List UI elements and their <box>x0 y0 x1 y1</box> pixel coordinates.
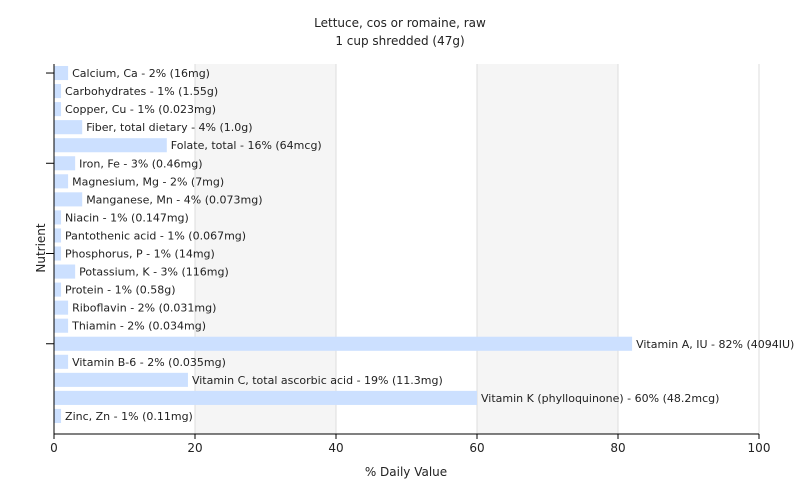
bar-label: Vitamin C, total ascorbic acid - 19% (11… <box>192 374 443 387</box>
bar <box>54 102 62 117</box>
bar <box>54 390 477 405</box>
plot-band <box>477 64 618 434</box>
x-tick-label: 80 <box>610 441 625 455</box>
bar-label: Calcium, Ca - 2% (16mg) <box>72 67 210 80</box>
chart-subtitle: 1 cup shredded (47g) <box>335 34 464 48</box>
bar <box>54 210 62 225</box>
bar <box>54 408 62 423</box>
x-tick-label: 100 <box>748 441 771 455</box>
y-axis-label: Nutrient <box>34 223 48 273</box>
bar-label: Fiber, total dietary - 4% (1.0g) <box>86 121 252 134</box>
bar-label: Vitamin A, IU - 82% (4094IU) <box>636 338 794 351</box>
plot-band <box>336 64 477 434</box>
bar <box>54 318 69 333</box>
bar <box>54 156 76 171</box>
bar <box>54 84 62 99</box>
bar-label: Vitamin B-6 - 2% (0.035mg) <box>72 356 226 369</box>
bar-label: Magnesium, Mg - 2% (7mg) <box>72 175 224 188</box>
bar-label: Copper, Cu - 1% (0.023mg) <box>65 103 216 116</box>
plot-band <box>618 64 759 434</box>
x-tick-labels: 0 20 40 60 80 100 <box>50 441 770 455</box>
bar <box>54 372 188 387</box>
bar-label: Folate, total - 16% (64mcg) <box>171 139 322 152</box>
bar <box>54 264 76 279</box>
bar <box>54 282 62 297</box>
bar <box>54 300 69 315</box>
bar-label: Pantothenic acid - 1% (0.067mg) <box>65 229 246 242</box>
axes <box>46 64 760 439</box>
bar-label: Iron, Fe - 3% (0.46mg) <box>79 157 202 170</box>
bar-label: Zinc, Zn - 1% (0.11mg) <box>65 410 193 423</box>
plot-background <box>54 64 759 434</box>
plot-band <box>195 64 336 434</box>
bar-label: Phosphorus, P - 1% (14mg) <box>65 248 215 261</box>
bar-label: Potassium, K - 3% (116mg) <box>79 266 229 279</box>
bar <box>54 354 69 369</box>
bar <box>54 246 62 261</box>
bar <box>54 65 69 81</box>
bar <box>54 336 633 351</box>
x-axis-label: % Daily Value <box>365 465 447 479</box>
bar-label: Riboflavin - 2% (0.031mg) <box>72 302 216 315</box>
bars <box>54 65 633 423</box>
bar <box>54 138 167 153</box>
x-tick-label: 0 <box>50 441 58 455</box>
chart-title: Lettuce, cos or romaine, raw <box>314 16 486 30</box>
bar-label: Vitamin K (phylloquinone) - 60% (48.2mcg… <box>481 392 719 405</box>
bar-labels: Calcium, Ca - 2% (16mg) Carbohydrates - 1… <box>65 67 794 423</box>
bar <box>54 228 62 243</box>
x-tick-label: 60 <box>469 441 484 455</box>
bar-label: Thiamin - 2% (0.034mg) <box>71 320 206 333</box>
x-tick-label: 40 <box>328 441 343 455</box>
bar-label: Carbohydrates - 1% (1.55g) <box>65 85 218 98</box>
bar <box>54 192 83 207</box>
x-tick-label: 20 <box>187 441 202 455</box>
bar <box>54 120 83 135</box>
bar-label: Niacin - 1% (0.147mg) <box>65 211 189 224</box>
bar-label: Protein - 1% (0.58g) <box>65 284 176 297</box>
bar-label: Manganese, Mn - 4% (0.073mg) <box>86 193 262 206</box>
bar <box>54 174 69 189</box>
grid-lines <box>194 64 760 434</box>
